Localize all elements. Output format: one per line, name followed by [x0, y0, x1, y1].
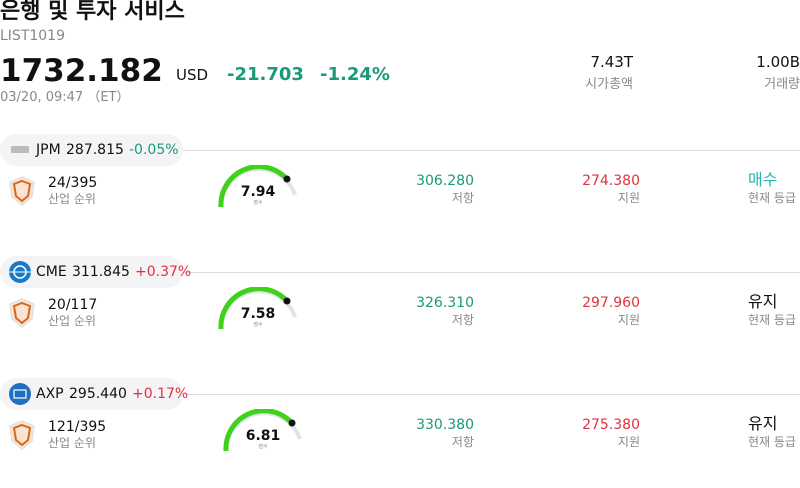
support: 297.960 — [582, 295, 640, 311]
divider — [183, 150, 800, 151]
change: -21.703 — [227, 64, 304, 85]
rating-label: 현재 등급 — [748, 313, 796, 327]
time: 03/20, 09:47 （ET） — [0, 90, 130, 105]
stock-price: 287.815 — [66, 142, 124, 158]
resistance-label: 저항 — [451, 313, 474, 327]
stat-value: 7.43T — [590, 53, 633, 71]
logo — [11, 146, 29, 153]
support-label: 지원 — [617, 313, 640, 327]
rating: 유지 — [748, 292, 778, 311]
stat-label: 시가총액 — [585, 77, 633, 92]
score: 7.94 — [240, 184, 276, 200]
support: 274.380 — [582, 173, 640, 189]
stock-pill[interactable] — [0, 134, 183, 166]
rank-label: 산업 순위 — [48, 192, 96, 206]
support-label: 지원 — [617, 435, 640, 449]
shield-icon — [9, 176, 35, 206]
stock-price: 311.845 — [72, 264, 130, 280]
rank-label: 산업 순위 — [48, 314, 96, 328]
rank-label: 산업 순위 — [48, 436, 96, 450]
rank: 24/395 — [48, 175, 98, 191]
resistance: 326.310 — [416, 295, 474, 311]
resistance: 306.280 — [416, 173, 474, 189]
stat-value: 1.00B — [756, 53, 800, 71]
rating: 매수 — [748, 170, 778, 189]
shield-icon — [9, 298, 35, 328]
gauge — [218, 287, 297, 330]
score-label: 점수 — [253, 322, 263, 328]
rank: 121/395 — [48, 419, 107, 435]
change-pct: -1.24% — [320, 64, 390, 85]
rating-label: 현재 등급 — [748, 191, 796, 205]
shield-icon — [9, 420, 35, 450]
stock-change: +0.37% — [135, 264, 192, 280]
divider — [183, 272, 800, 273]
ticker: JPM — [36, 142, 61, 158]
rating-label: 현재 등급 — [748, 435, 796, 449]
support-label: 지원 — [617, 191, 640, 205]
rank: 20/117 — [48, 297, 98, 313]
stock-change: +0.17% — [132, 386, 189, 402]
gauge — [223, 409, 302, 452]
score: 6.81 — [245, 428, 281, 444]
currency: USD — [176, 66, 209, 84]
stock-price: 295.440 — [69, 386, 127, 402]
stock-change: -0.05% — [129, 142, 179, 158]
logo — [9, 383, 31, 405]
support: 275.380 — [582, 417, 640, 433]
rating: 유지 — [748, 414, 778, 433]
title: 은행 및 투자 서비스 — [0, 0, 185, 24]
ticker: CME — [36, 264, 67, 280]
logo — [9, 261, 31, 283]
resistance-label: 저항 — [451, 191, 474, 205]
price: 1732.182 — [0, 53, 163, 89]
score: 7.58 — [240, 306, 276, 322]
ticker: AXP — [36, 386, 64, 402]
code: LIST1019 — [0, 28, 65, 44]
score-label: 점수 — [258, 444, 268, 450]
resistance: 330.380 — [416, 417, 474, 433]
divider — [183, 394, 800, 395]
gauge — [218, 165, 297, 208]
stat-label: 거래량 — [764, 77, 800, 92]
score-label: 점수 — [253, 200, 263, 206]
resistance-label: 저항 — [451, 435, 474, 449]
